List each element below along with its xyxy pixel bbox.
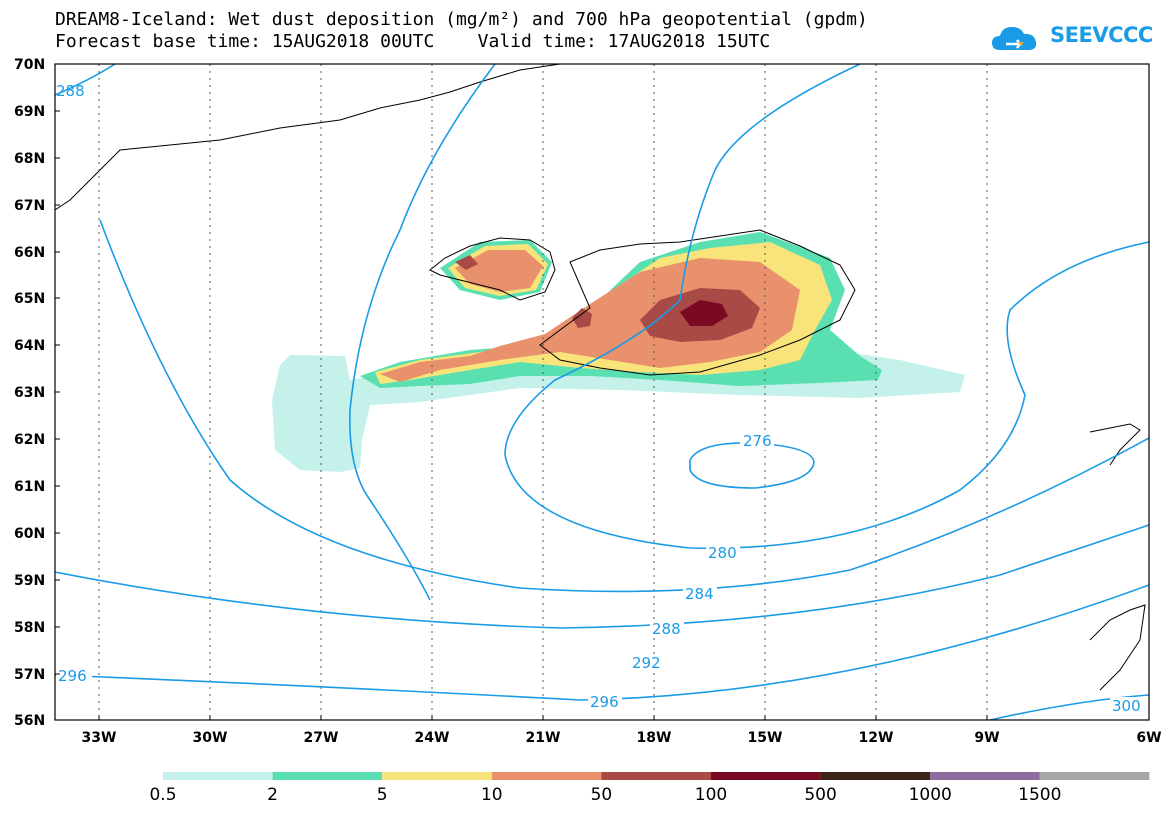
colorbar-label: 500: [804, 785, 836, 805]
longitude-labels: 33W 30W 27W 24W 21W 18W 15W 12W 9W 6W: [82, 730, 1162, 746]
coastlines: [55, 64, 1146, 691]
lat-label: 58N: [14, 620, 45, 636]
lat-label: 63N: [14, 385, 45, 401]
lat-label: 68N: [14, 151, 45, 167]
colorbar-swatch: [711, 772, 821, 780]
colorbar-swatch: [272, 772, 383, 780]
geopotential-contours: [55, 64, 1149, 720]
lat-label: 64N: [14, 338, 45, 354]
colorbar-label: 1500: [1018, 785, 1061, 805]
lon-label: 18W: [637, 730, 672, 746]
lon-label: 30W: [193, 730, 228, 746]
lat-label: 60N: [14, 526, 45, 542]
contour-label-284: 284: [685, 585, 714, 603]
dust-deposition-field: [272, 232, 965, 472]
lat-label: 69N: [14, 104, 45, 120]
lon-label: 27W: [304, 730, 339, 746]
lon-label: 15W: [748, 730, 783, 746]
colorbar-label: 2: [267, 785, 278, 805]
colorbar: 0.5 2 5 10 50 100 500 1000 1500: [149, 772, 1150, 805]
latitude-labels: 70N 69N 68N 67N 66N 65N 64N 63N 62N 61N …: [14, 57, 45, 729]
contour-label-280: 280: [708, 544, 737, 562]
lat-label: 66N: [14, 245, 45, 261]
plot-frame: [54, 63, 1150, 721]
lon-label: 9W: [974, 730, 999, 746]
colorbar-swatch: [1039, 772, 1150, 780]
colorbar-label: 5: [377, 785, 388, 805]
colorbar-label: 0.5: [149, 785, 176, 805]
contour-labels: 276 280 284 288 292 296 296 300 288: [56, 82, 1148, 715]
lon-label: 6W: [1136, 730, 1161, 746]
lat-label: 61N: [14, 479, 45, 495]
lat-label: 56N: [14, 713, 45, 729]
contour-label-288-top: 288: [56, 82, 85, 100]
contour-label-300: 300: [1112, 697, 1141, 715]
cloud-icon: [992, 27, 1037, 50]
lat-label: 57N: [14, 667, 45, 683]
contour-label-288: 288: [652, 620, 681, 638]
lat-label: 62N: [14, 432, 45, 448]
lat-label: 67N: [14, 198, 45, 214]
tick-marks: [55, 63, 988, 720]
lon-label: 12W: [859, 730, 894, 746]
colorbar-label: 10: [481, 785, 503, 805]
colorbar-label: 50: [591, 785, 613, 805]
lat-label: 70N: [14, 57, 45, 73]
chart-subtitle: Forecast base time: 15AUG2018 00UTC Vali…: [55, 31, 771, 52]
colorbar-swatch: [820, 772, 931, 780]
lon-label: 24W: [415, 730, 450, 746]
contour-label-296-left: 296: [58, 667, 87, 685]
lon-label: 33W: [82, 730, 117, 746]
chart-title: DREAM8-Iceland: Wet dust deposition (mg/…: [55, 9, 868, 30]
colorbar-swatch: [163, 772, 273, 780]
logo-text: SEEVCCC: [1050, 23, 1153, 47]
contour-label-296: 296: [590, 693, 619, 711]
grid-lines: [98, 64, 988, 720]
lat-label: 65N: [14, 291, 45, 307]
colorbar-swatch: [601, 772, 711, 780]
colorbar-swatch: [930, 772, 1040, 780]
contour-label-276: 276: [743, 432, 772, 450]
lat-label: 59N: [14, 573, 45, 589]
lon-label: 21W: [526, 730, 561, 746]
colorbar-label: 100: [695, 785, 727, 805]
colorbar-swatch: [491, 772, 602, 780]
contour-label-292: 292: [632, 654, 661, 672]
colorbar-swatch: [382, 772, 492, 780]
colorbar-label: 1000: [909, 785, 952, 805]
